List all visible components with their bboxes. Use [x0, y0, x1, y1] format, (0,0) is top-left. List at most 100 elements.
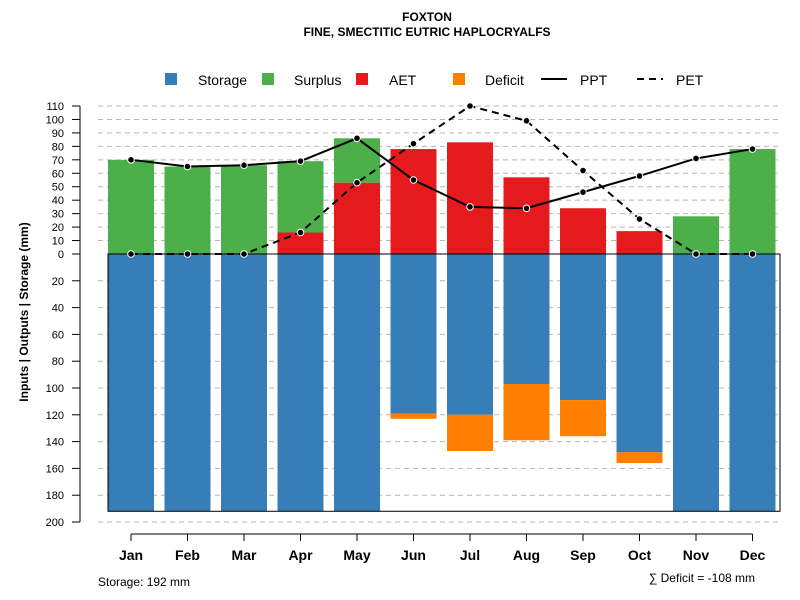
deficit-footnote: ∑ Deficit = -108 mm [649, 571, 755, 585]
bar-aet-may [334, 182, 380, 254]
series-lines [127, 102, 757, 258]
point-pet-oct [635, 215, 644, 223]
x-tick-label-may: May [343, 547, 370, 563]
legend-label-pet: PET [676, 72, 704, 88]
y-tick-label-upper-20: 20 [52, 222, 64, 234]
bar-deficit-sep [560, 400, 606, 437]
chart-title: FOXTON [402, 10, 452, 24]
bar-storage-jul [447, 254, 493, 415]
x-tick-label-nov: Nov [683, 547, 710, 563]
bar-storage-apr [277, 254, 324, 512]
bar-aet-sep [560, 208, 606, 254]
y-tick-label-lower-160: 160 [46, 463, 64, 475]
x-tick-label-jul: Jul [460, 547, 480, 563]
y-tick-label-lower-20: 20 [52, 276, 64, 288]
x-tick-label-feb: Feb [175, 547, 200, 563]
x-tick-label-jun: Jun [401, 547, 426, 563]
point-pet-sep [579, 166, 587, 175]
point-ppt-apr [296, 157, 305, 165]
y-tick-label-upper-30: 30 [52, 209, 64, 221]
y-tick-label-upper-50: 50 [52, 182, 64, 194]
bar-aet-jun [390, 149, 437, 254]
legend-label-storage: Storage [198, 72, 247, 88]
y-tick-label-upper-110: 110 [46, 101, 64, 113]
point-pet-jun [409, 139, 418, 148]
x-tick-label-mar: Mar [232, 547, 257, 563]
storage-frame [107, 253, 781, 512]
y-tick-label-upper-10: 10 [52, 236, 64, 248]
legend-swatch-aet [356, 73, 368, 85]
legend-label-ppt: PPT [580, 72, 608, 88]
y-tick-label-upper-40: 40 [52, 195, 64, 207]
y-axis-label: Inputs | Outputs | Storage (mm) [17, 222, 31, 401]
y-tick-label-lower-80: 80 [52, 356, 64, 368]
x-tick-label-apr: Apr [288, 547, 313, 563]
point-ppt-nov [692, 154, 700, 163]
point-pet-nov [692, 250, 700, 258]
bar-storage-jan [108, 254, 154, 512]
bar-surplus-apr [277, 161, 324, 233]
line-pet [131, 104, 753, 255]
bar-storage-dec [729, 254, 776, 512]
y-tick-label-lower-100: 100 [46, 383, 64, 395]
legend-swatch-storage [165, 73, 177, 85]
point-ppt-mar [240, 161, 248, 169]
point-pet-may [353, 178, 361, 187]
bar-surplus-nov [673, 216, 719, 254]
point-ppt-jan [127, 156, 135, 164]
legend-label-surplus: Surplus [294, 72, 341, 88]
legend: Storage Surplus AET Deficit PPT PET [165, 72, 704, 88]
x-tick-label-jan: Jan [119, 547, 143, 563]
legend-swatch-surplus [262, 73, 274, 85]
y-tick-label-lower-180: 180 [46, 490, 64, 502]
bar-storage-nov [673, 254, 719, 512]
bar-deficit-aug [503, 383, 550, 441]
bar-deficit-jul [447, 414, 493, 451]
legend-label-deficit: Deficit [485, 72, 524, 88]
point-ppt-dec [748, 145, 757, 153]
point-pet-dec [748, 250, 757, 258]
x-axis: Jan Feb Mar Apr May Jun Jul Aug Sep Oct Nov Dec [119, 533, 766, 563]
storage-footnote: Storage: 192 mm [98, 575, 190, 589]
y-tick-label-upper-60: 60 [52, 168, 64, 180]
bar-aet-oct [616, 231, 663, 254]
y-tick-label-lower-140: 140 [46, 437, 64, 449]
point-pet-feb [183, 250, 192, 258]
plot-frame [107, 253, 781, 512]
x-tick-label-dec: Dec [740, 547, 766, 563]
bar-surplus-jan [108, 159, 154, 254]
y-tick-label-upper-100: 100 [46, 114, 64, 126]
bar-deficit-jun [390, 413, 437, 419]
legend-label-aet: AET [389, 72, 417, 88]
point-ppt-aug [522, 204, 531, 213]
point-ppt-oct [635, 172, 644, 180]
point-ppt-jul [466, 203, 474, 211]
bar-storage-mar [221, 254, 267, 512]
bar-aet-jul [447, 142, 493, 254]
y-tick-label-lower-200: 200 [46, 517, 64, 529]
legend-swatch-deficit [453, 73, 465, 85]
y-tick-label-lower-120: 120 [46, 410, 64, 422]
bar-storage-may [334, 254, 380, 512]
bar-storage-oct [616, 254, 663, 453]
bar-storage-jun [390, 254, 437, 414]
bar-storage-aug [503, 254, 550, 384]
y-tick-label-lower-40: 40 [52, 303, 64, 315]
y-tick-label-upper-0: 0 [58, 249, 64, 261]
bar-surplus-may [334, 138, 380, 183]
point-pet-jul [466, 102, 474, 110]
point-ppt-sep [579, 188, 587, 196]
x-tick-label-sep: Sep [570, 547, 596, 563]
chart-subtitle: FINE, SMECTITIC EUTRIC HAPLOCRYALFS [303, 25, 550, 39]
point-pet-apr [296, 228, 305, 237]
point-ppt-may [353, 134, 361, 143]
x-tick-label-oct: Oct [628, 547, 652, 563]
bar-surplus-feb [164, 166, 211, 254]
line-ppt [130, 137, 753, 210]
bars [108, 138, 776, 512]
y-tick-label-upper-90: 90 [52, 128, 64, 140]
point-ppt-jun [409, 176, 418, 184]
gridlines [98, 105, 780, 523]
point-pet-aug [522, 117, 531, 125]
